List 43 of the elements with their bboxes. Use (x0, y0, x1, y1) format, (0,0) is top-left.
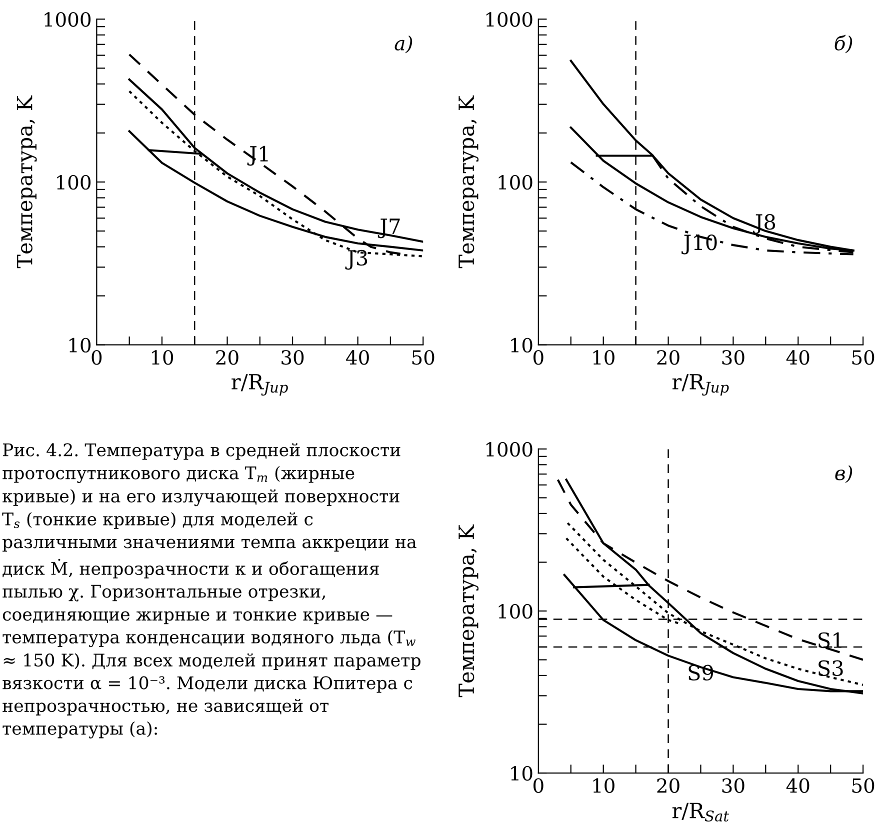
annotation: J1 (247, 146, 268, 166)
y-axis-title: Температура, K (16, 95, 37, 268)
x-tick-label: 0 (534, 778, 544, 793)
y-tick-label: 1000 (44, 12, 91, 27)
annotation: J10 (682, 234, 717, 254)
x-axis-title: r/R$_{Jup}$ (672, 374, 729, 396)
annotation: J3 (345, 250, 368, 270)
y-tick-label: 10 (69, 338, 91, 353)
y-axis-title: Температура, K (458, 95, 479, 268)
annotation: S3 (818, 660, 843, 676)
text: б) (834, 34, 852, 54)
x-tick-label: 30 (722, 350, 744, 365)
y-tick-label: 100 (57, 174, 91, 190)
y-tick-label: 10 (511, 766, 532, 781)
annotation: J7 (378, 218, 400, 238)
text: в) (835, 465, 852, 483)
y-tick-label: 1000 (486, 442, 532, 457)
y-tick-label: 1000 (486, 12, 532, 27)
x-tick-label: 40 (786, 778, 810, 793)
x-tick-label: 0 (92, 350, 102, 365)
x-tick-label: 10 (593, 778, 614, 793)
x-tick-label: 30 (722, 778, 744, 793)
x-tick-label: 20 (657, 350, 680, 365)
x-tick-label: 0 (534, 350, 544, 365)
x-axis-title: r/R$_{Jup}$ (232, 374, 288, 396)
x-tick-label: 20 (657, 778, 680, 793)
y-tick-label: 100 (498, 604, 532, 619)
x-tick-label: 50 (852, 350, 874, 365)
annotation: J8 (753, 214, 776, 234)
y-tick-label: 10 (511, 338, 532, 353)
text: Рис. 4.2. Температура в средней плоскости протоспутникового диска T$_{m}$ (жирные кривые) и на его излучающей поверхности T$_{s}$ (тонкие кривые) для моделей с различными значениями темпа аккреции на диск Ṁ, непрозрачности κ и обогащения пылью χ. Горизонтальные отрезки, соединяющие жирные и тонкие кривые — температура конденсации водяного льда (T$_{w}$ ≈ 150 K). Для всех моделей принят параметр вязкости α = 10⁻³. Модели диска Юпитера с непрозрачностью, не зависящей от температуры (а): (2, 443, 420, 738)
x-tick-label: 10 (593, 350, 614, 365)
y-tick-label: 100 (498, 174, 532, 190)
y-axis-title: Температура, K (458, 524, 479, 698)
x-tick-label: 50 (852, 778, 874, 793)
x-tick-label: 50 (412, 350, 434, 365)
x-tick-label: 10 (152, 350, 174, 365)
x-tick-label: 20 (216, 350, 238, 365)
text: а) (394, 35, 412, 54)
x-tick-label: 40 (786, 350, 810, 365)
x-tick-label: 30 (282, 350, 304, 365)
x-axis-title: r/R$_{Sat}$ (672, 802, 730, 822)
x-tick-label: 40 (346, 350, 369, 365)
